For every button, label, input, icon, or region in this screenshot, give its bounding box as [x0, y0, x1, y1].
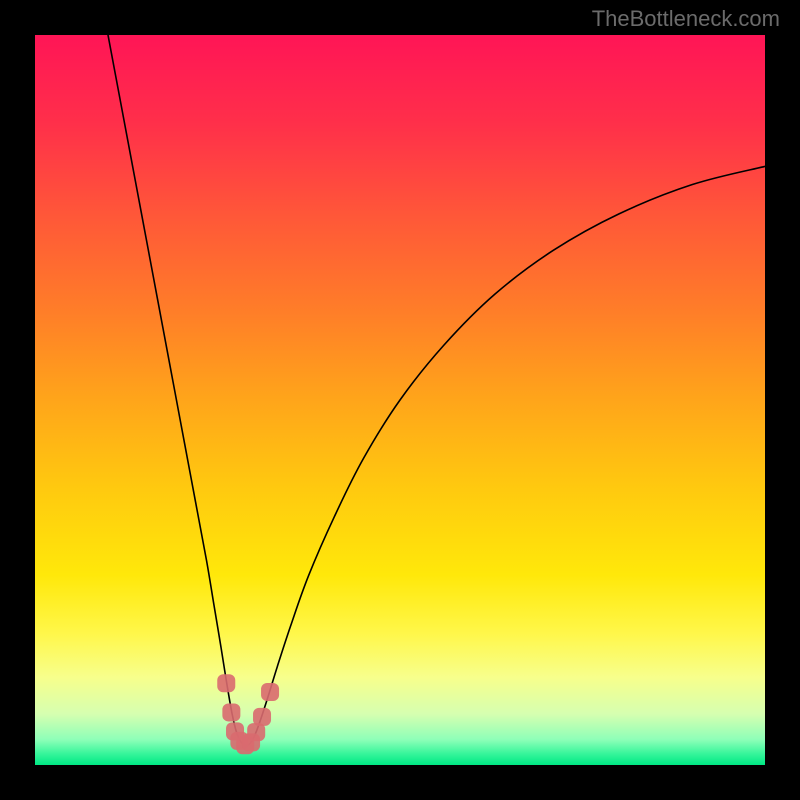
- bottleneck-chart: [35, 35, 765, 765]
- watermark-text: TheBottleneck.com: [592, 6, 780, 32]
- optimal-marker: [222, 703, 240, 721]
- optimal-marker: [217, 674, 235, 692]
- outer-frame: TheBottleneck.com: [0, 0, 800, 800]
- optimal-marker: [247, 723, 265, 741]
- optimal-marker: [253, 708, 271, 726]
- optimal-marker: [261, 683, 279, 701]
